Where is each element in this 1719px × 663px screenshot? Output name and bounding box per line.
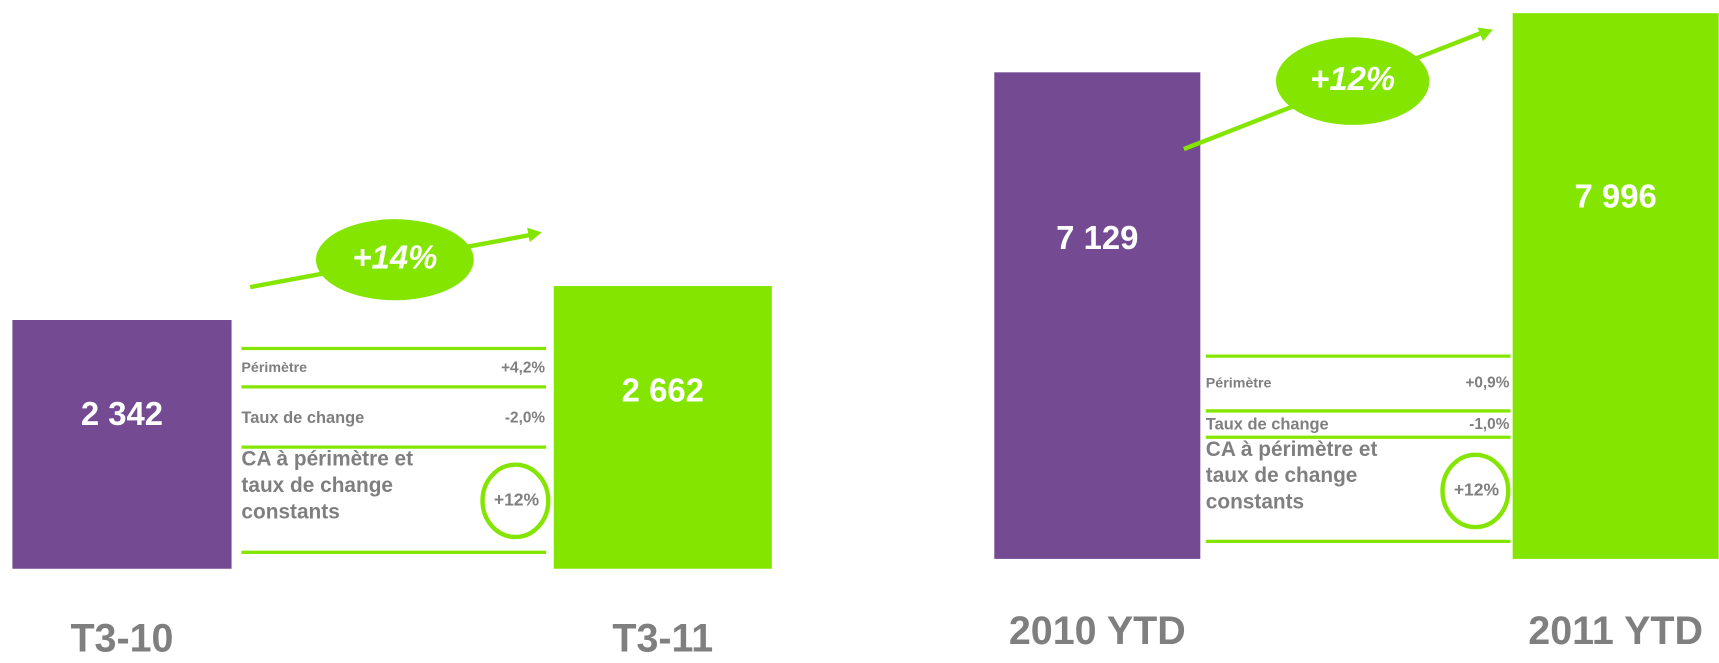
growth-bubble — [315, 219, 474, 301]
bridge-value: -2,0% — [505, 410, 545, 427]
bridge-total-value: +12% — [1454, 480, 1500, 500]
value-label: 7 129 — [1056, 219, 1138, 256]
value-label: 7 996 — [1575, 177, 1657, 214]
bridge-total-box: CA à périmètre et taux de change constan… — [1205, 438, 1378, 514]
bridge-total-label: CA à périmètre et taux de change constan… — [1205, 438, 1378, 514]
bridge-label: Taux de change — [1206, 416, 1329, 434]
category-label: T3-11 — [612, 617, 713, 661]
highlight-circle — [1440, 452, 1511, 530]
arrow-head — [527, 227, 542, 243]
bridge-total-label: CA à périmètre et taux de change constan… — [241, 448, 414, 524]
growth-bubble — [1275, 37, 1430, 125]
bridge-value: +0,9% — [1465, 375, 1509, 392]
bar — [1512, 13, 1719, 559]
bridge-total-value: +12% — [494, 489, 540, 509]
growth-label: +12% — [1310, 60, 1395, 97]
bridge-value: +4,2% — [501, 359, 545, 376]
bridge-total-box: CA à périmètre et taux de change constan… — [241, 448, 414, 524]
growth-label: +14% — [352, 238, 437, 275]
value-label: 2 342 — [81, 395, 163, 432]
highlight-circle — [480, 462, 551, 540]
category-label: 2010 YTD — [1009, 609, 1186, 653]
bridge-value: -1,0% — [1469, 416, 1509, 433]
bar — [12, 320, 232, 569]
bridge-label: Taux de change — [241, 409, 364, 427]
bridge-label: Périmètre — [1206, 375, 1272, 391]
category-label: 2011 YTD — [1528, 609, 1703, 653]
category-label: T3-10 — [70, 617, 173, 661]
bar — [553, 286, 772, 569]
bridge-label: Périmètre — [241, 360, 307, 376]
bar — [994, 72, 1201, 559]
arrow-head — [1477, 27, 1493, 42]
value-label: 2 662 — [622, 371, 704, 408]
